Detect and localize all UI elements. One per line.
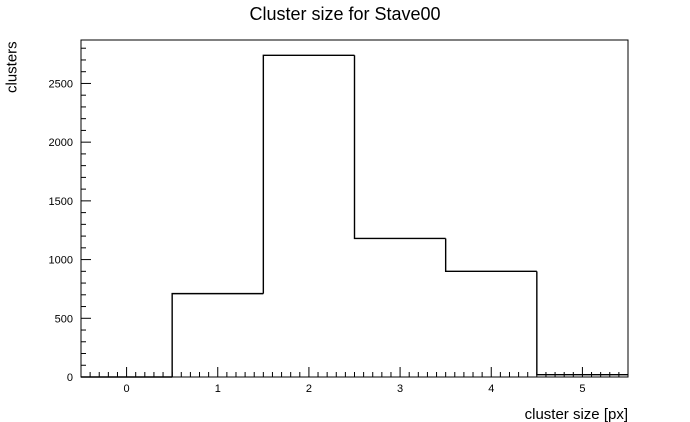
histogram-bin-2: [262, 54, 355, 294]
histogram-bin-3: [353, 55, 446, 240]
y-tick-label: 1000: [49, 255, 73, 267]
y-tick-label: 2000: [49, 137, 73, 149]
histogram-bin-4: [444, 238, 537, 273]
x-tick-label: 2: [306, 383, 312, 395]
x-tick-label: 4: [488, 383, 494, 395]
x-axis-title: cluster size [px]: [525, 406, 628, 422]
y-tick-label: 2500: [49, 78, 73, 90]
x-tick-label: 5: [579, 383, 585, 395]
y-tick-label: 0: [67, 372, 73, 384]
x-tick-label: 1: [215, 383, 221, 395]
y-tick-label: 500: [55, 313, 73, 325]
x-tick-label: 0: [124, 383, 130, 395]
histogram-bin-5: [536, 271, 628, 376]
y-axis-title: clusters: [3, 41, 20, 93]
x-tick-label: 3: [397, 383, 403, 395]
y-tick-label: 1500: [49, 196, 73, 208]
histogram-bin-1: [171, 292, 264, 377]
chart-title: Cluster size for Stave00: [249, 4, 440, 24]
